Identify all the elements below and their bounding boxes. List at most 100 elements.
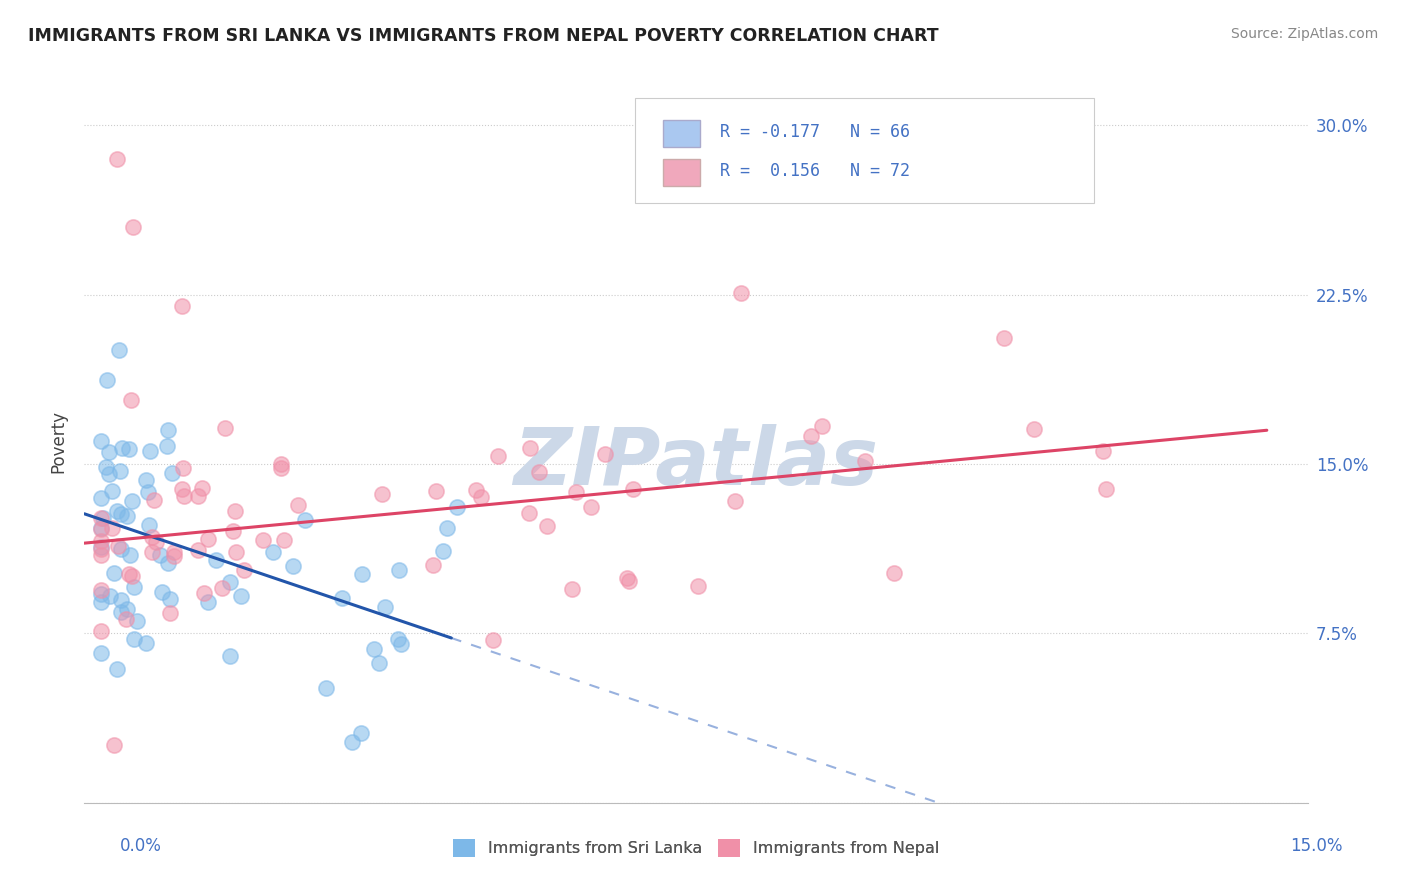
Point bbox=[107, 662, 129, 676]
Point bbox=[98, 589, 121, 603]
Text: 15.0%: 15.0% bbox=[1291, 837, 1343, 855]
Point bbox=[141, 530, 163, 544]
Point bbox=[621, 482, 644, 496]
Point bbox=[197, 595, 219, 609]
Point bbox=[90, 522, 112, 536]
Point bbox=[993, 330, 1015, 344]
Point bbox=[425, 484, 447, 499]
Point bbox=[115, 611, 138, 625]
Point bbox=[98, 467, 121, 481]
Point bbox=[159, 606, 181, 620]
Point bbox=[432, 544, 454, 558]
Point bbox=[160, 466, 183, 480]
Point bbox=[97, 445, 120, 459]
Point bbox=[222, 524, 245, 538]
Point bbox=[122, 632, 145, 647]
Point bbox=[90, 534, 112, 549]
Point bbox=[519, 441, 541, 455]
Point bbox=[90, 491, 112, 506]
Point bbox=[103, 738, 125, 752]
Text: ZIPatlas: ZIPatlas bbox=[513, 425, 879, 502]
Point bbox=[389, 636, 412, 650]
Point bbox=[170, 483, 193, 497]
FancyBboxPatch shape bbox=[664, 120, 700, 147]
Point bbox=[105, 504, 128, 518]
Point bbox=[135, 473, 157, 487]
Point bbox=[118, 548, 141, 562]
Point bbox=[90, 434, 112, 449]
Point bbox=[229, 589, 252, 603]
Point bbox=[110, 507, 132, 521]
Point bbox=[159, 591, 181, 606]
Point bbox=[593, 446, 616, 460]
Point bbox=[117, 509, 139, 524]
Point bbox=[162, 549, 184, 564]
Point bbox=[118, 442, 141, 456]
Point bbox=[157, 423, 180, 437]
Point bbox=[283, 558, 305, 573]
Point bbox=[371, 487, 394, 501]
Point bbox=[287, 498, 309, 512]
Point bbox=[110, 592, 132, 607]
Text: 0.0%: 0.0% bbox=[120, 837, 162, 855]
Point bbox=[136, 484, 159, 499]
Point bbox=[273, 533, 295, 547]
Point bbox=[138, 517, 160, 532]
Point bbox=[619, 574, 641, 588]
Point bbox=[90, 540, 112, 554]
Point bbox=[579, 500, 602, 515]
Point bbox=[187, 489, 209, 503]
Legend: Immigrants from Sri Lanka, Immigrants from Nepal: Immigrants from Sri Lanka, Immigrants fr… bbox=[446, 832, 946, 863]
Point bbox=[616, 571, 638, 585]
Point bbox=[367, 657, 389, 671]
Point bbox=[120, 392, 142, 407]
Point bbox=[315, 681, 337, 696]
Point bbox=[101, 484, 124, 499]
Point bbox=[101, 521, 124, 535]
Point bbox=[149, 548, 172, 562]
Point bbox=[730, 286, 752, 301]
Point bbox=[330, 591, 353, 605]
Point bbox=[723, 494, 745, 508]
Point bbox=[470, 491, 492, 505]
Point bbox=[172, 461, 194, 475]
Point bbox=[90, 548, 112, 562]
Point bbox=[446, 500, 468, 514]
Point bbox=[211, 581, 233, 595]
Point bbox=[122, 220, 145, 235]
Point bbox=[1095, 482, 1118, 496]
Point bbox=[352, 566, 374, 581]
Point bbox=[388, 563, 411, 577]
Point bbox=[252, 533, 274, 547]
Point bbox=[187, 542, 209, 557]
Point bbox=[883, 566, 905, 580]
Point bbox=[193, 586, 215, 600]
Point bbox=[110, 541, 132, 556]
Point bbox=[90, 594, 112, 608]
Point bbox=[115, 602, 138, 616]
Point bbox=[121, 494, 143, 508]
Y-axis label: Poverty: Poverty bbox=[49, 410, 67, 473]
Point bbox=[90, 511, 112, 525]
Point bbox=[342, 734, 364, 748]
Point bbox=[1024, 422, 1046, 436]
Point bbox=[204, 553, 226, 567]
Point bbox=[110, 464, 132, 478]
Point bbox=[135, 636, 157, 650]
Point bbox=[103, 566, 125, 581]
Point bbox=[90, 587, 112, 601]
Point bbox=[156, 557, 179, 571]
Point bbox=[125, 615, 148, 629]
Text: R = -0.177   N = 66: R = -0.177 N = 66 bbox=[720, 123, 911, 141]
Point bbox=[162, 544, 184, 558]
Point bbox=[197, 533, 219, 547]
Point bbox=[464, 483, 486, 497]
Point bbox=[143, 492, 166, 507]
Point bbox=[172, 299, 194, 313]
Point bbox=[294, 513, 316, 527]
Point bbox=[482, 633, 505, 648]
FancyBboxPatch shape bbox=[636, 98, 1094, 203]
Point bbox=[517, 506, 540, 520]
FancyBboxPatch shape bbox=[664, 159, 700, 186]
Point bbox=[122, 580, 145, 594]
